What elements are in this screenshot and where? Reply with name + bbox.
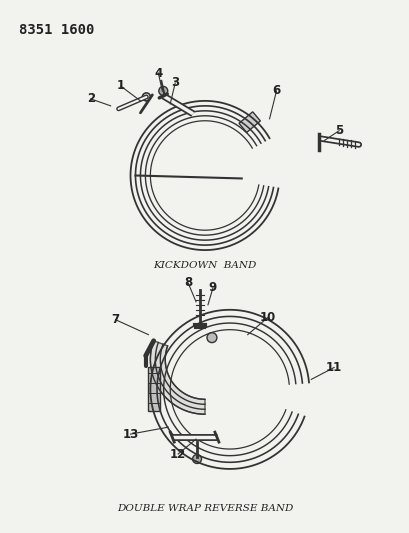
Text: 2: 2 [87,92,94,106]
Text: 13: 13 [122,427,138,441]
Circle shape [192,455,201,464]
Text: DOUBLE WRAP REVERSE BAND: DOUBLE WRAP REVERSE BAND [117,504,292,513]
Text: 12: 12 [170,448,186,461]
Text: 1: 1 [116,79,124,92]
Text: 10: 10 [259,311,275,324]
Text: 11: 11 [325,361,342,374]
FancyBboxPatch shape [148,367,160,411]
Text: 3: 3 [171,76,179,90]
Text: 6: 6 [272,84,280,98]
Text: 8351 1600: 8351 1600 [19,23,94,37]
Circle shape [207,333,216,343]
Text: 7: 7 [111,313,119,326]
Circle shape [158,86,167,95]
Text: 4: 4 [154,67,162,79]
Polygon shape [238,112,260,133]
Text: KICKDOWN  BAND: KICKDOWN BAND [153,261,256,270]
Polygon shape [150,341,204,414]
Text: 9: 9 [208,281,216,294]
Text: 8: 8 [184,277,192,289]
Text: 5: 5 [334,124,342,137]
